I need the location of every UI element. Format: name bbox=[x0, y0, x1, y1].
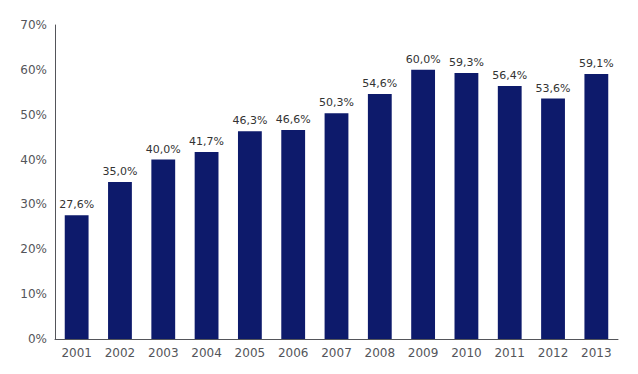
svg-text:2003: 2003 bbox=[148, 346, 179, 360]
svg-text:35,0%: 35,0% bbox=[102, 165, 137, 178]
svg-text:56,4%: 56,4% bbox=[492, 69, 527, 82]
svg-text:27,6%: 27,6% bbox=[59, 198, 94, 211]
svg-text:10%: 10% bbox=[20, 287, 47, 301]
svg-text:50%: 50% bbox=[20, 108, 47, 122]
svg-text:60,0%: 60,0% bbox=[406, 53, 441, 66]
svg-text:2002: 2002 bbox=[105, 346, 136, 360]
svg-text:59,1%: 59,1% bbox=[579, 57, 614, 70]
svg-text:60%: 60% bbox=[20, 63, 47, 77]
svg-text:59,3%: 59,3% bbox=[449, 56, 484, 69]
svg-text:2001: 2001 bbox=[61, 346, 92, 360]
svg-text:41,7%: 41,7% bbox=[189, 135, 224, 148]
svg-text:0%: 0% bbox=[28, 332, 47, 346]
svg-text:53,6%: 53,6% bbox=[536, 82, 571, 95]
svg-text:2009: 2009 bbox=[408, 346, 439, 360]
svg-text:50,3%: 50,3% bbox=[319, 96, 354, 109]
svg-text:40%: 40% bbox=[20, 153, 47, 167]
svg-text:2010: 2010 bbox=[451, 346, 482, 360]
svg-text:54,6%: 54,6% bbox=[362, 77, 397, 90]
svg-text:30%: 30% bbox=[20, 197, 47, 211]
svg-text:2006: 2006 bbox=[278, 346, 309, 360]
svg-text:2008: 2008 bbox=[365, 346, 396, 360]
svg-text:46,6%: 46,6% bbox=[276, 113, 311, 126]
svg-text:20%: 20% bbox=[20, 242, 47, 256]
svg-text:2004: 2004 bbox=[191, 346, 222, 360]
svg-text:2005: 2005 bbox=[235, 346, 266, 360]
svg-text:2012: 2012 bbox=[538, 346, 569, 360]
svg-text:46,3%: 46,3% bbox=[232, 114, 267, 127]
svg-text:40,0%: 40,0% bbox=[146, 143, 181, 156]
svg-text:2007: 2007 bbox=[321, 346, 352, 360]
svg-text:70%: 70% bbox=[20, 18, 47, 32]
svg-text:2011: 2011 bbox=[494, 346, 525, 360]
svg-text:2013: 2013 bbox=[581, 346, 612, 360]
